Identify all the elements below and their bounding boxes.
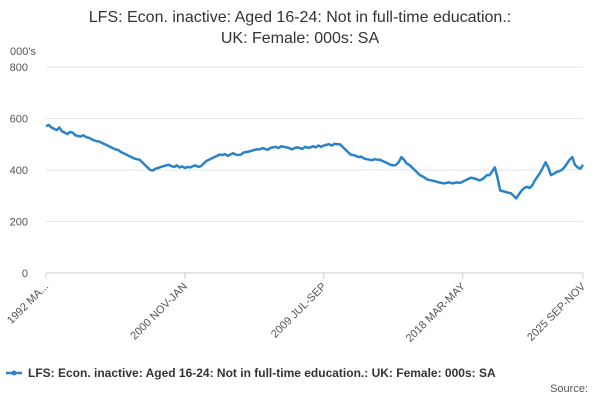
series-line — [45, 123, 585, 200]
y-tick-label: 200 — [10, 217, 28, 229]
x-tick-label: 2018 MAR-MAY — [404, 280, 469, 345]
chart-title: LFS: Econ. inactive: Aged 16-24: Not in … — [89, 9, 511, 47]
y-axis-label: 000's — [10, 46, 36, 58]
x-tick-label: 1992 MA... — [5, 281, 51, 327]
x-tick-label: 2009 JUL-SEP — [269, 281, 329, 341]
source: Source: — [550, 383, 588, 395]
legend-marker — [11, 370, 17, 376]
y-tick-label: 800 — [10, 62, 28, 74]
x-tick-label: 2025 SEP-NOV — [525, 280, 588, 343]
y-tick-label: 400 — [10, 165, 28, 177]
y-tick-label: 600 — [10, 114, 28, 126]
title-line: LFS: Econ. inactive: Aged 16-24: Not in … — [89, 9, 511, 26]
legend-label: LFS: Econ. inactive: Aged 16-24: Not in … — [28, 366, 496, 380]
x-tick-label: 2000 NOV-JAN — [128, 281, 190, 343]
y-tick-label: 0 — [22, 268, 28, 280]
title-line: UK: Female: 000s: SA — [221, 30, 380, 47]
